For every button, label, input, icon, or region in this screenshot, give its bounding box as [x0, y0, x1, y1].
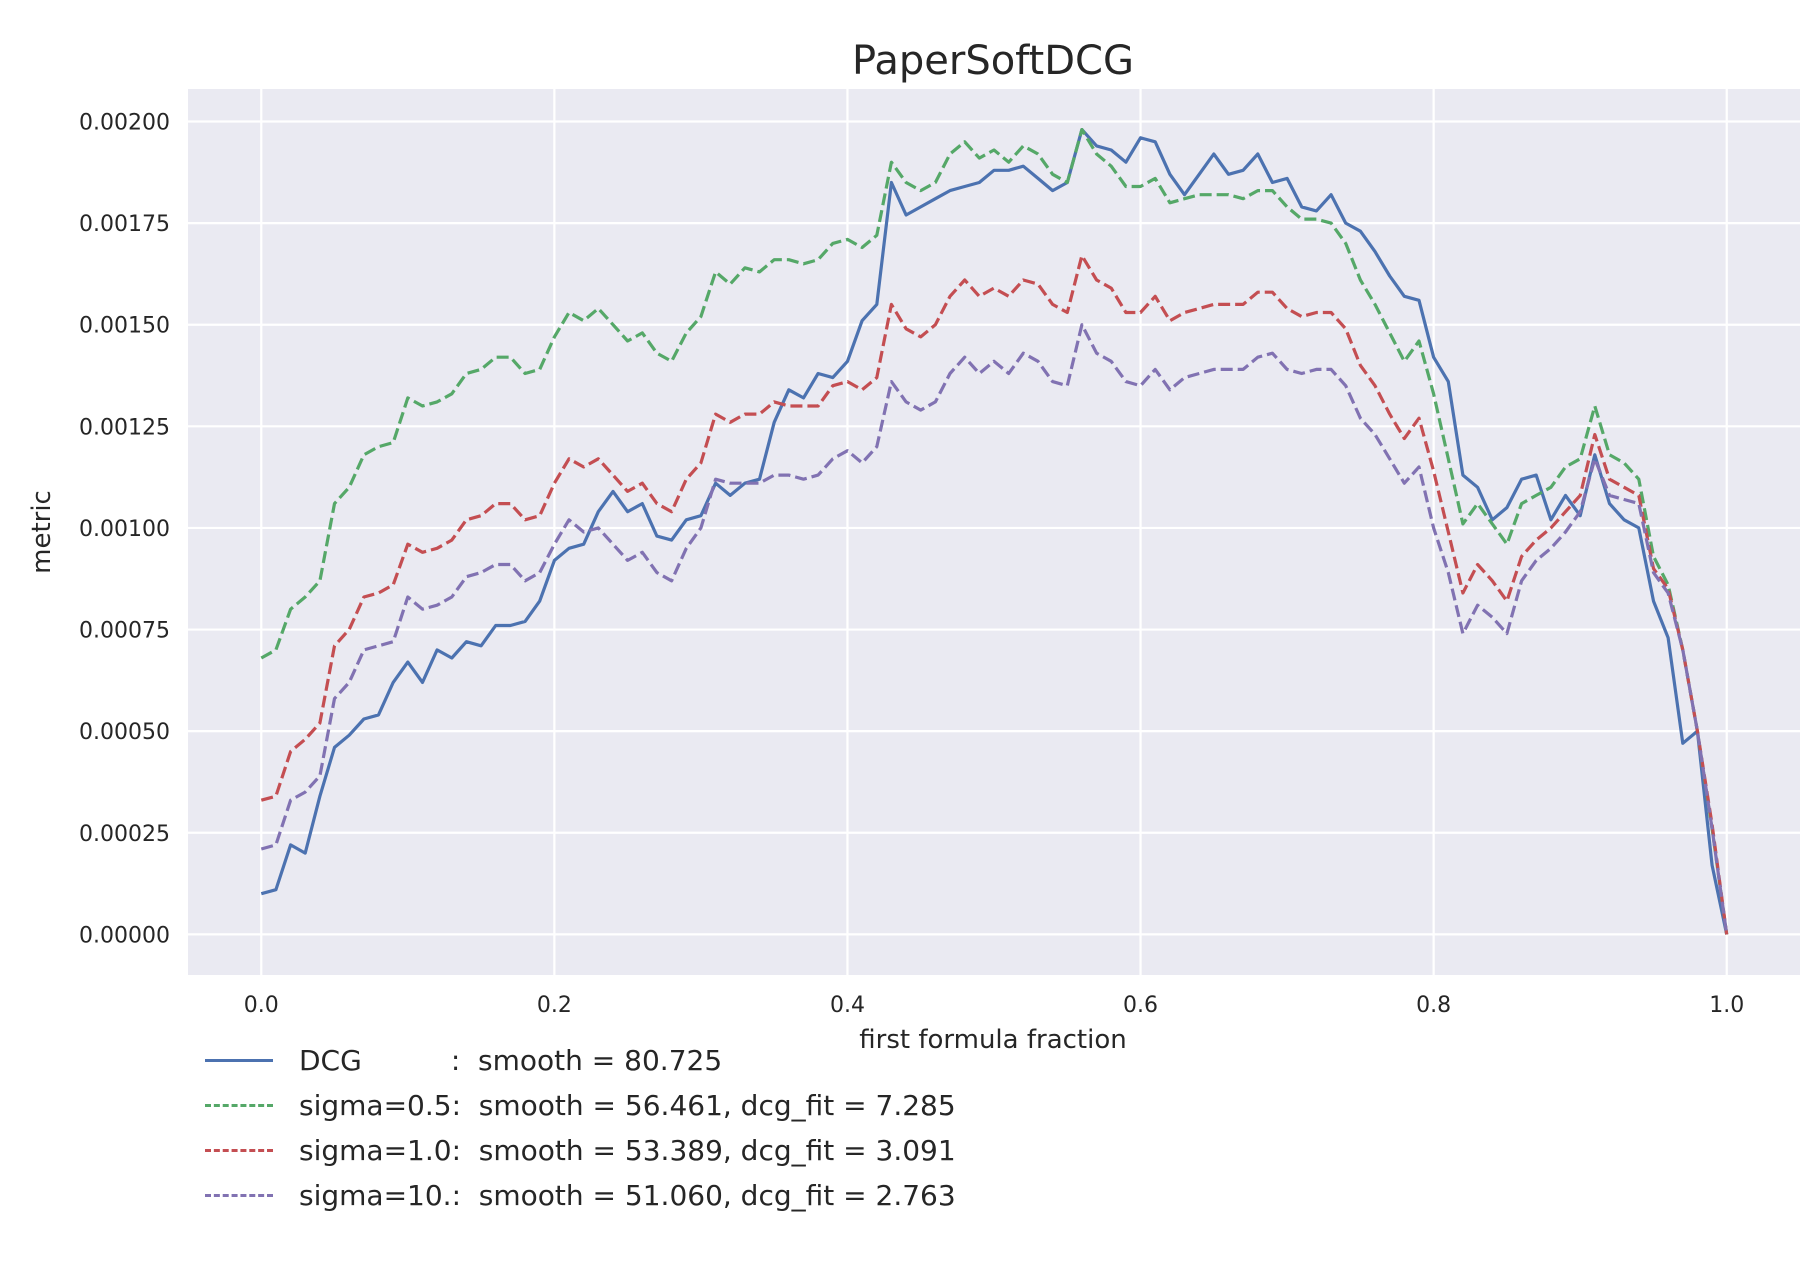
x-axis-label: first formula fraction — [859, 1025, 1126, 1055]
y-tick-label: 0.00025 — [79, 822, 170, 847]
y-tick-label: 0.00100 — [79, 517, 170, 542]
legend-item: DCG : smooth = 80.725 — [205, 1038, 956, 1083]
x-tick-label: 0.4 — [830, 993, 865, 1018]
y-axis-label: metric — [27, 490, 57, 574]
gridlines — [188, 89, 1800, 975]
x-tick-labels: 0.0 0.2 0.4 0.6 0.8 1.0 — [244, 993, 1744, 1018]
series-line-4 — [260, 323, 1729, 935]
legend: DCG : smooth = 80.725 sigma=0.5: smooth =… — [205, 1038, 956, 1218]
x-tick-label: 0.6 — [1123, 993, 1158, 1018]
series-line-2 — [260, 128, 1729, 935]
legend-label: sigma=10.: smooth = 51.060, dcg_fit = 2.… — [299, 1179, 956, 1212]
legend-item: sigma=0.5: smooth = 56.461, dcg_fit = 7.… — [205, 1083, 956, 1128]
y-tick-label: 0.00150 — [79, 314, 170, 339]
x-tick-label: 0.8 — [1416, 993, 1451, 1018]
plot-area — [188, 89, 1800, 975]
x-tick-label: 0.2 — [537, 993, 572, 1018]
y-tick-label: 0.00175 — [79, 212, 170, 237]
legend-swatch — [205, 1194, 273, 1197]
x-tick-label: 1.0 — [1709, 993, 1744, 1018]
legend-item: sigma=1.0: smooth = 53.389, dcg_fit = 3.… — [205, 1128, 956, 1173]
series-line-1 — [260, 128, 1729, 935]
y-tick-label: 0.00075 — [79, 619, 170, 644]
legend-swatch — [205, 1059, 273, 1062]
legend-label: sigma=0.5: smooth = 56.461, dcg_fit = 7.… — [299, 1089, 956, 1122]
legend-item: sigma=10.: smooth = 51.060, dcg_fit = 2.… — [205, 1173, 956, 1218]
x-tick-label: 0.0 — [244, 993, 279, 1018]
y-tick-label: 0.00000 — [79, 923, 170, 948]
legend-label: sigma=1.0: smooth = 53.389, dcg_fit = 3.… — [299, 1134, 956, 1167]
series-lines — [260, 128, 1729, 935]
y-tick-labels: 0.00000 0.00025 0.00050 0.00075 0.00100 0.001… — [79, 111, 170, 949]
legend-swatch — [205, 1104, 273, 1107]
legend-swatch — [205, 1149, 273, 1152]
legend-label: DCG : smooth = 80.725 — [299, 1044, 723, 1077]
chart-title: PaperSoftDCG — [852, 38, 1134, 84]
y-tick-label: 0.00125 — [79, 415, 170, 440]
y-tick-label: 0.00050 — [79, 720, 170, 745]
y-tick-label: 0.00200 — [79, 111, 170, 136]
series-line-3 — [260, 254, 1729, 935]
